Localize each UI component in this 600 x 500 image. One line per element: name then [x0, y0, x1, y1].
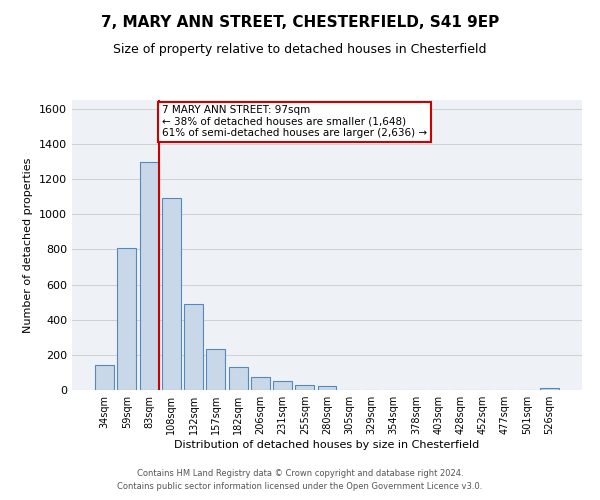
- Bar: [229, 367, 248, 390]
- Text: Contains public sector information licensed under the Open Government Licence v3: Contains public sector information licen…: [118, 482, 482, 491]
- Y-axis label: Number of detached properties: Number of detached properties: [23, 158, 34, 332]
- X-axis label: Distribution of detached houses by size in Chesterfield: Distribution of detached houses by size …: [175, 440, 479, 450]
- Bar: [95, 366, 114, 390]
- Bar: [118, 248, 136, 390]
- Bar: [162, 198, 181, 390]
- Bar: [140, 162, 158, 390]
- Text: Size of property relative to detached houses in Chesterfield: Size of property relative to detached ho…: [113, 42, 487, 56]
- Text: 7, MARY ANN STREET, CHESTERFIELD, S41 9EP: 7, MARY ANN STREET, CHESTERFIELD, S41 9E…: [101, 15, 499, 30]
- Bar: [273, 381, 292, 390]
- Bar: [295, 384, 314, 390]
- Bar: [251, 377, 270, 390]
- Bar: [317, 386, 337, 390]
- Text: 7 MARY ANN STREET: 97sqm
← 38% of detached houses are smaller (1,648)
61% of sem: 7 MARY ANN STREET: 97sqm ← 38% of detach…: [162, 106, 427, 138]
- Bar: [184, 304, 203, 390]
- Text: Contains HM Land Registry data © Crown copyright and database right 2024.: Contains HM Land Registry data © Crown c…: [137, 468, 463, 477]
- Bar: [540, 388, 559, 390]
- Bar: [206, 348, 225, 390]
